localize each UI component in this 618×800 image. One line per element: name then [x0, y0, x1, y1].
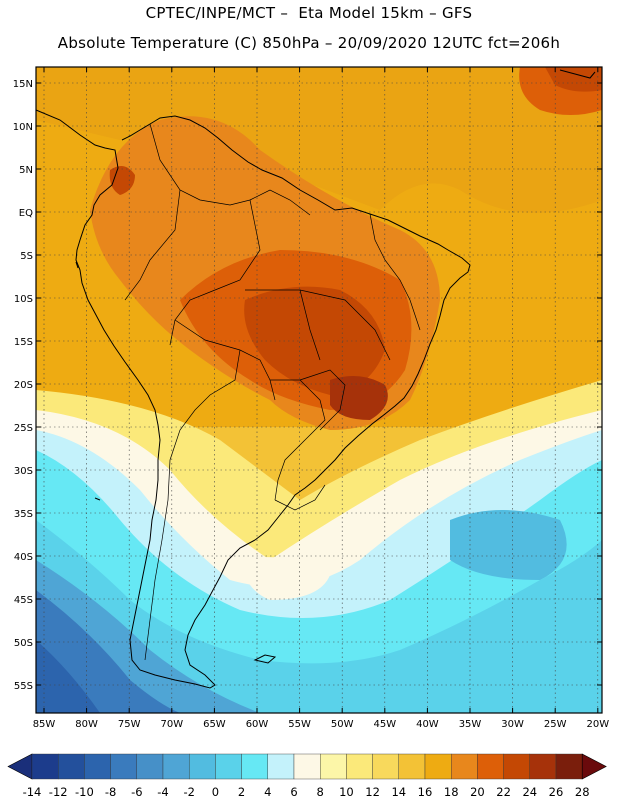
longitude-labels: 85W 80W 75W 70W 65W 60W 55W 50W 45W 40W 35W 30W 25W 2… [33, 719, 610, 730]
colorbar-swatch [31, 753, 59, 780]
colorbar-label: 10 [339, 785, 354, 799]
lat-label: 50S [14, 638, 33, 649]
lat-label: EQ [19, 208, 33, 219]
latitude-labels: 15N 10N 5N EQ 5S 10S 15S 20S 25S 30S 35S 40S 45S 50S 5… [13, 79, 33, 692]
lon-label: 25W [544, 719, 567, 730]
colorbar-swatch [241, 753, 269, 780]
lon-label: 60W [246, 719, 269, 730]
coastline [35, 69, 596, 689]
lat-label: 5N [19, 165, 33, 176]
colorbar-swatch [477, 753, 504, 780]
colorbar-label: 28 [575, 785, 590, 799]
colorbar-swatch [110, 753, 137, 780]
lon-label: 45W [373, 719, 396, 730]
colorbar-label: -10 [75, 785, 94, 799]
colorbar-label: 2 [238, 785, 245, 799]
colorbar-label: -8 [105, 785, 116, 799]
colorbar-label: 0 [212, 785, 219, 799]
colorbar-label: 24 [522, 785, 537, 799]
colorbar-swatch [424, 753, 452, 780]
colorbar-swatch [503, 753, 531, 780]
temperature-field [36, 67, 602, 713]
lon-label: 20W [586, 719, 609, 730]
lat-label: 15N [13, 79, 33, 90]
axis-ticks [36, 67, 602, 713]
lon-label: 40W [416, 719, 439, 730]
lon-label: 70W [160, 719, 183, 730]
colorbar-label: 26 [549, 785, 564, 799]
colorbar-label: 22 [496, 785, 511, 799]
colorbar-swatch [58, 753, 85, 780]
colorbar-swatch [346, 753, 373, 780]
colorbar-right-arrow [581, 753, 607, 780]
lon-label: 65W [203, 719, 226, 730]
colorbar-swatch [529, 753, 557, 780]
colorbar-labels: -14 -12 -10 -8 -6 -4 -2 0 2 4 6 8 10 12 14 16 18 20 22 24 26… [23, 785, 590, 799]
colorbar-swatch [398, 753, 426, 780]
lat-label: 5S [20, 251, 33, 262]
colorbar-label: -12 [49, 785, 68, 799]
colorbar-swatch [136, 753, 164, 780]
lat-label: 35S [14, 509, 33, 520]
lat-label: 45S [14, 595, 33, 606]
lat-label: 15S [14, 337, 33, 348]
lon-label: 75W [118, 719, 141, 730]
colorbar-swatch [320, 753, 347, 780]
lon-label: 55W [288, 719, 311, 730]
colorbar-swatch [267, 753, 295, 780]
colorbar-label: 12 [365, 785, 380, 799]
country-borders [124, 123, 421, 661]
map-frame [35, 66, 603, 714]
colorbar-swatch [555, 753, 583, 780]
lon-label: 80W [75, 719, 98, 730]
colorbar-swatch [451, 753, 478, 780]
colorbar-swatch [372, 753, 400, 780]
lat-label: 55S [14, 681, 33, 692]
lon-label: 30W [501, 719, 524, 730]
colorbar-swatch [293, 753, 321, 780]
colorbar-label: -4 [157, 785, 168, 799]
colorbar-label: 8 [317, 785, 324, 799]
lat-label: 40S [14, 552, 33, 563]
lat-label: 20S [14, 380, 33, 391]
title-line-2: Absolute Temperature (C) 850hPa – 20/09/… [57, 34, 561, 52]
colorbar [7, 753, 607, 780]
colorbar-swatch [84, 753, 111, 780]
title-line-1: CPTEC/INPE/MCT – Eta Model 15km – GFS [145, 4, 473, 22]
lon-label: 35W [459, 719, 482, 730]
lat-label: 10S [14, 294, 33, 305]
lon-label: 50W [331, 719, 354, 730]
colorbar-label: 6 [290, 785, 297, 799]
lon-label: 85W [33, 719, 56, 730]
colorbar-label: 18 [444, 785, 459, 799]
lat-label: 30S [14, 466, 33, 477]
colorbar-swatch [162, 753, 190, 780]
colorbar-left-arrow [7, 753, 33, 780]
colorbar-label: 4 [264, 785, 271, 799]
colorbar-label: 14 [391, 785, 406, 799]
colorbar-swatch [188, 753, 216, 780]
colorbar-swatch [215, 753, 242, 780]
colorbar-label: 16 [418, 785, 433, 799]
lat-label: 10N [13, 122, 33, 133]
colorbar-label: 20 [470, 785, 485, 799]
colorbar-label: -6 [131, 785, 142, 799]
colorbar-label: -2 [183, 785, 194, 799]
colorbar-label: -14 [23, 785, 42, 799]
lat-label: 25S [14, 423, 33, 434]
